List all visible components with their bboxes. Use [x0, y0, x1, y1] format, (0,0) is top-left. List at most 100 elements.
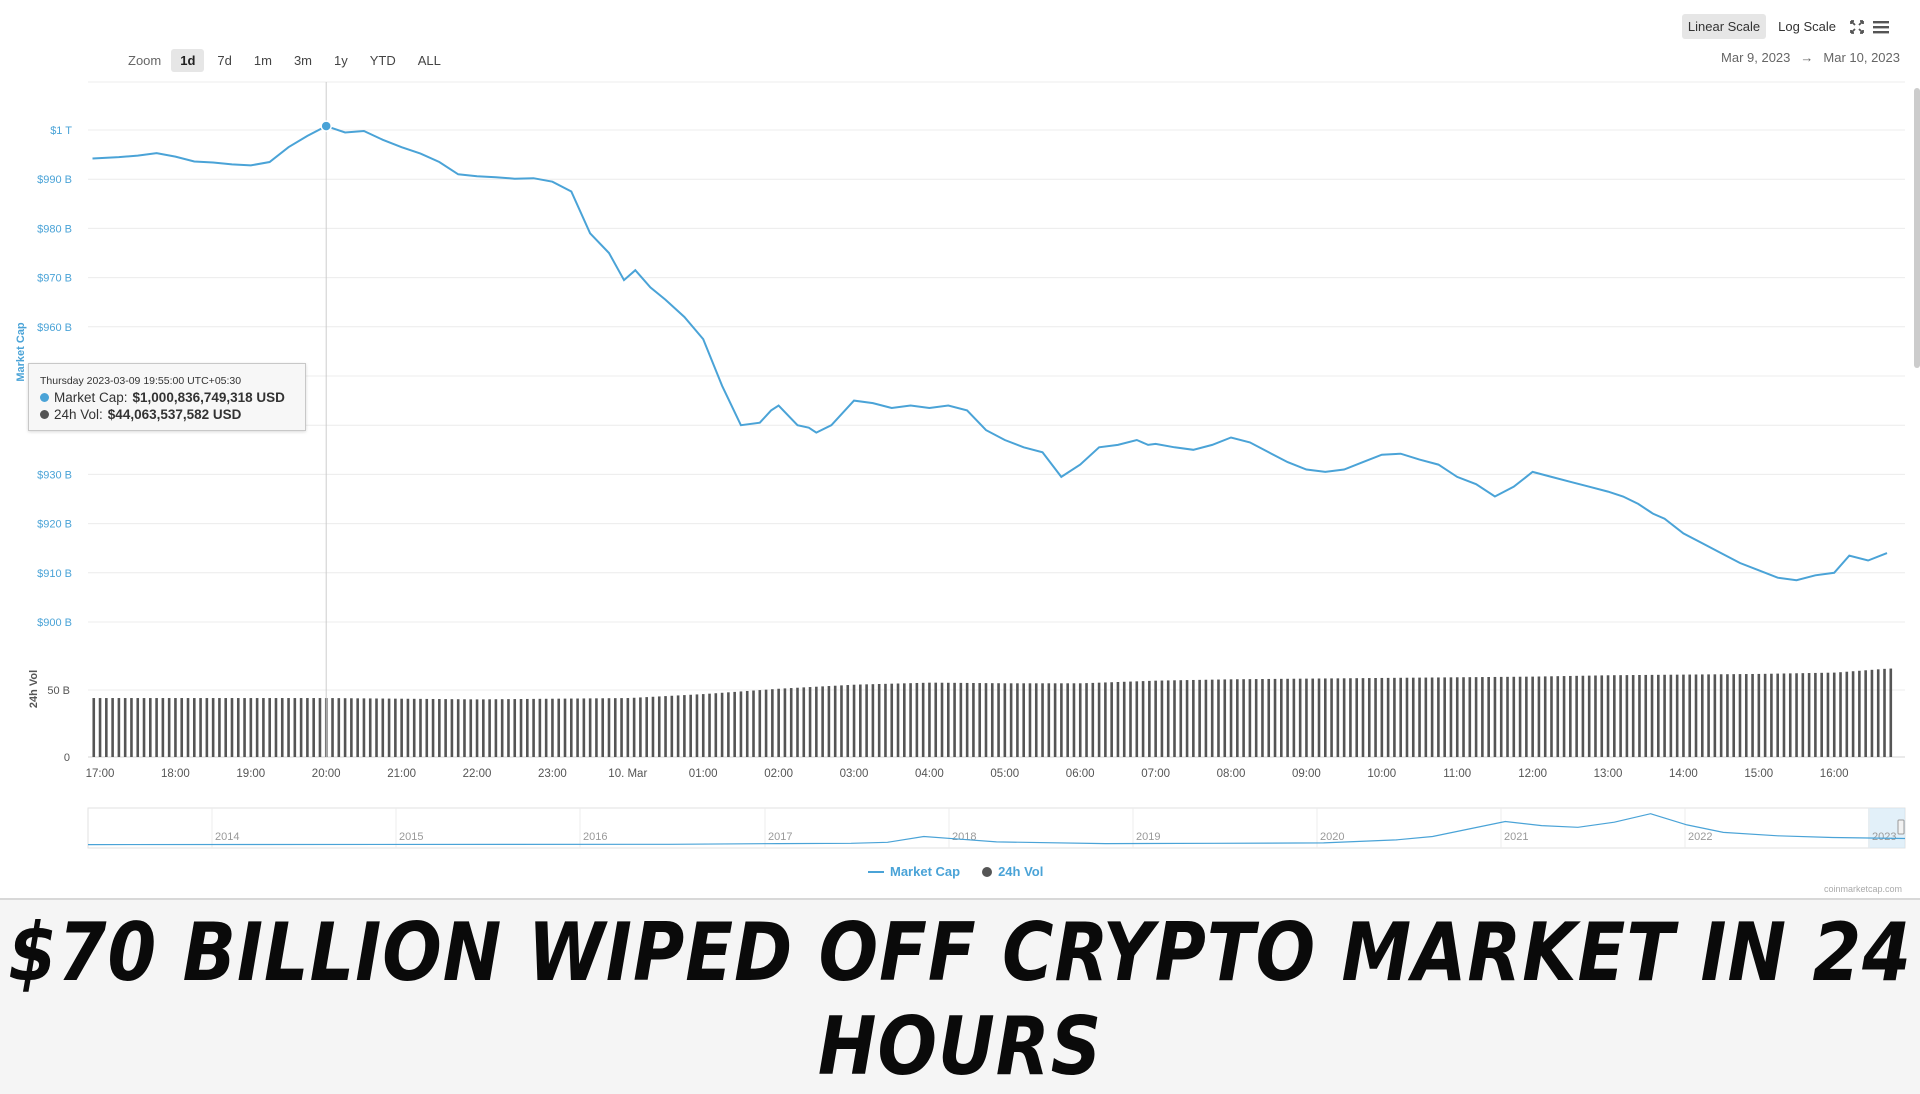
vol-bar	[255, 698, 259, 757]
vol-bar	[815, 686, 818, 757]
vol-bar	[1493, 676, 1497, 757]
zoom-3m-button[interactable]: 3m	[293, 53, 312, 68]
vol-bar	[394, 698, 397, 757]
scrollbar[interactable]	[1914, 88, 1920, 368]
vol-bar	[1481, 677, 1484, 757]
vol-bar	[142, 698, 146, 757]
vol-bar	[1311, 678, 1315, 757]
vol-bar	[1587, 675, 1591, 757]
vol-bar	[375, 698, 378, 757]
vol-bar	[1455, 677, 1459, 757]
y-tick-label: $910 B	[37, 568, 72, 580]
vol-bar	[274, 698, 278, 757]
vol-bar	[1512, 676, 1516, 757]
vol-bar	[978, 683, 982, 757]
tooltip-market-cap-label: Market Cap:	[54, 390, 128, 405]
log-scale-button[interactable]: Log Scale	[1778, 19, 1836, 34]
zoom-1m-button[interactable]: 1m	[253, 53, 272, 68]
source-credit[interactable]: coinmarketcap.com	[1823, 884, 1902, 894]
vol-tick-label: 50 B	[47, 685, 70, 697]
vol-bar	[1254, 679, 1258, 757]
vol-bar	[1104, 682, 1107, 757]
legend-market-cap[interactable]: Market Cap	[868, 864, 960, 879]
vol-bar	[1179, 680, 1183, 757]
vol-bar	[865, 684, 868, 757]
vol-bar	[1864, 670, 1867, 757]
vol-bar	[280, 698, 284, 757]
vol-bar	[167, 698, 171, 757]
vol-bar	[745, 690, 749, 757]
vol-bar	[1807, 673, 1811, 757]
vol-bar	[1550, 676, 1553, 757]
vol-bar	[1424, 677, 1428, 757]
vol-bar	[1707, 674, 1710, 757]
vol-bar	[802, 687, 806, 757]
vol-bar	[1355, 678, 1359, 757]
navigator-year-label: 2023	[1872, 831, 1896, 843]
vol-bar	[852, 684, 856, 757]
vol-bar	[1298, 678, 1302, 757]
vol-bar	[1204, 679, 1208, 757]
navigator-year-label: 2021	[1504, 831, 1528, 843]
vol-bar	[1141, 681, 1145, 757]
vol-bar	[1242, 679, 1245, 757]
date-to[interactable]: Mar 10, 2023	[1823, 50, 1900, 65]
vol-bar	[588, 698, 592, 757]
market-cap-dot-icon	[40, 393, 49, 402]
vol-bar	[796, 687, 799, 757]
vol-bar	[934, 682, 938, 757]
linear-scale-button[interactable]: Linear Scale	[1681, 14, 1767, 39]
vol-bar	[1820, 672, 1823, 757]
tooltip-market-cap-value: $1,000,836,749,318 USD	[132, 390, 285, 405]
vol-bar	[1738, 674, 1742, 757]
vol-bar	[651, 696, 655, 757]
vol-bar	[519, 699, 523, 757]
vol-bar	[318, 698, 322, 757]
vol-bar	[582, 698, 586, 757]
zoom-all-button[interactable]: ALL	[417, 53, 441, 68]
vol-bar	[526, 698, 529, 757]
legend-vol[interactable]: 24h Vol	[982, 864, 1043, 879]
vol-bar	[368, 698, 372, 757]
vol-bar	[1826, 672, 1830, 757]
vol-bar	[576, 698, 579, 757]
vol-bar	[676, 695, 680, 757]
vol-bar	[1575, 675, 1578, 757]
vol-bar	[1273, 678, 1277, 757]
vol-bar	[1336, 678, 1340, 757]
x-tick-label: 16:00	[1820, 768, 1849, 780]
vol-bar	[356, 698, 359, 757]
vol-bar	[752, 690, 755, 757]
zoom-7d-button[interactable]: 7d	[217, 53, 232, 68]
vol-bar	[123, 698, 127, 757]
vol-bar	[1744, 674, 1748, 757]
vol-bar	[1543, 676, 1547, 757]
vol-bar	[1845, 671, 1849, 757]
x-tick-label: 10:00	[1367, 768, 1396, 780]
vol-bar	[230, 698, 234, 757]
vol-bar	[1430, 677, 1434, 757]
x-tick-label: 03:00	[840, 768, 869, 780]
vol-bar	[1361, 678, 1365, 757]
vol-bar	[456, 699, 460, 757]
vol-bar	[683, 695, 686, 757]
fullscreen-icon[interactable]	[1848, 18, 1866, 36]
vol-bar	[1367, 678, 1371, 757]
vol-bar	[1556, 676, 1560, 757]
date-from[interactable]: Mar 9, 2023	[1721, 50, 1791, 65]
dot-symbol-icon	[982, 866, 993, 877]
vol-bar	[532, 698, 535, 757]
vol-bar	[808, 687, 812, 757]
zoom-ytd-button[interactable]: YTD	[369, 53, 396, 68]
vol-bar	[739, 691, 743, 757]
vol-bar	[714, 693, 718, 757]
vol-bar	[1022, 683, 1025, 757]
zoom-1y-button[interactable]: 1y	[334, 53, 348, 68]
vol-bar	[538, 698, 542, 757]
vol-bar	[639, 697, 642, 757]
chart-svg[interactable]: $900 B $910 B $920 B $930 B $960 B $970 B $980…	[0, 0, 1920, 898]
menu-icon[interactable]	[1872, 18, 1890, 36]
zoom-1d-button[interactable]: 1d	[171, 49, 205, 72]
vol-bar	[1719, 674, 1723, 757]
x-tick-label: 19:00	[236, 768, 265, 780]
